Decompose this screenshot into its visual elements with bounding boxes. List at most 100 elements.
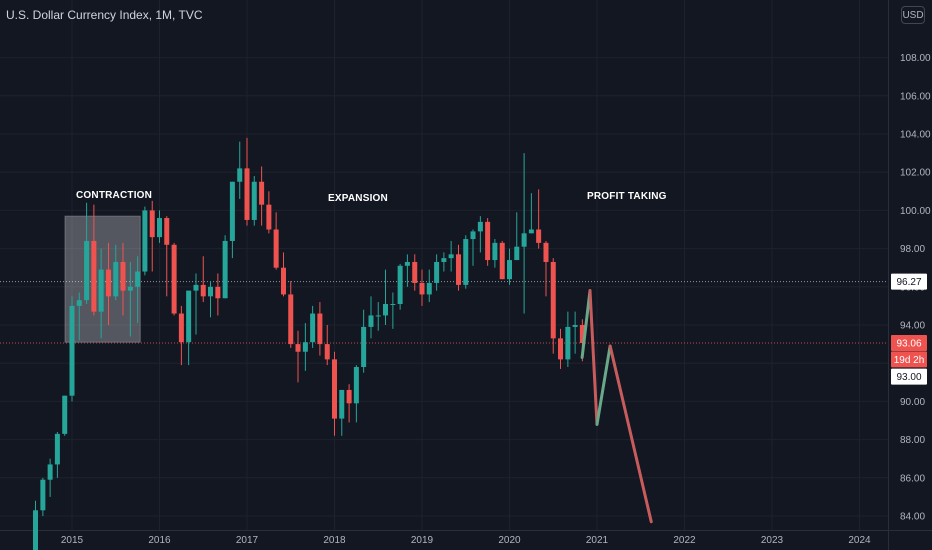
candle-body (397, 265, 403, 304)
candle-body (470, 231, 476, 240)
candle-body (346, 389, 352, 404)
candle (171, 242, 177, 316)
price-tick-label: 84.00 (900, 512, 925, 523)
candle (368, 296, 374, 339)
candle-body (455, 254, 461, 285)
candle (178, 305, 184, 366)
candle-body (98, 269, 104, 312)
price-badge-bg (891, 351, 927, 368)
candle-body (135, 271, 141, 287)
candle-body (84, 240, 90, 301)
candle-body (477, 221, 483, 232)
candle (434, 254, 440, 291)
candle (346, 384, 352, 423)
profit-taking-label: PROFIT TAKING (587, 191, 667, 202)
price-tick-label: 98.00 (900, 244, 925, 255)
price-tick-label: 94.00 (900, 321, 925, 332)
candle (419, 269, 425, 306)
candle (565, 311, 571, 368)
candle (339, 389, 345, 436)
currency-button[interactable]: USD (901, 6, 925, 24)
price-tick-label: 104.00 (900, 130, 931, 141)
candle (54, 431, 60, 478)
price-badge-label: 93.00 (896, 372, 921, 383)
candle-body (572, 325, 578, 327)
candle (120, 242, 126, 316)
candle (244, 137, 250, 226)
candle-body (419, 282, 425, 295)
price-badge-bg (891, 334, 927, 351)
projection-segment (595, 344, 612, 426)
candle-body (368, 315, 374, 327)
candle-body (266, 204, 272, 230)
candle-body (434, 261, 440, 283)
candle-body (222, 240, 228, 299)
candle-body (295, 344, 301, 352)
candle (514, 212, 520, 261)
candle-body (47, 464, 53, 480)
candle (302, 323, 308, 371)
candle (455, 244, 461, 291)
candle (528, 193, 534, 234)
candle (200, 256, 206, 303)
candle-body (404, 261, 410, 266)
candle (193, 273, 199, 335)
price-tick-label: 106.00 (900, 91, 931, 102)
candle (237, 141, 243, 199)
candle (69, 296, 75, 402)
time-axis[interactable]: 2015 2016 2017 2018 2019 2020 2021 2022 2023 2024 (61, 535, 871, 546)
projection-path (580, 289, 653, 524)
candle-body (208, 286, 214, 297)
candle (98, 248, 104, 339)
candle (572, 311, 578, 354)
time-tick-label: 2015 (61, 535, 84, 546)
candle (84, 202, 90, 304)
candle (448, 240, 454, 272)
time-tick-label: 2020 (498, 535, 521, 546)
candle-body (310, 313, 316, 343)
candle (485, 218, 491, 266)
candle-body (69, 305, 75, 396)
candle (215, 273, 221, 316)
price-tick-label: 90.00 (900, 397, 925, 408)
candle-body (550, 261, 556, 339)
expansion-label: EXPANSION (328, 193, 388, 204)
candle-body (178, 313, 184, 343)
candle-body (485, 221, 491, 261)
candle-body (565, 326, 571, 360)
candle (91, 204, 97, 316)
candle (361, 309, 367, 373)
candle-body (91, 240, 97, 312)
time-tick-label: 2016 (148, 535, 171, 546)
candle (135, 256, 141, 324)
candle-body (499, 242, 505, 280)
price-level-lines (0, 281, 888, 344)
price-badge-bg (891, 368, 927, 385)
candle-body (521, 233, 527, 247)
candle-body (127, 286, 133, 291)
candle (142, 206, 148, 276)
candle-body (62, 395, 68, 434)
projection-segment (608, 344, 653, 524)
candle-body (164, 218, 170, 245)
candle-body (54, 433, 60, 465)
candle-body (273, 229, 279, 268)
candle-body (149, 210, 155, 238)
candle-body (288, 294, 294, 345)
candle-body (317, 313, 323, 345)
candle-body (558, 338, 564, 360)
price-tick-label: 86.00 (900, 473, 925, 484)
candle-body (324, 344, 330, 360)
candle-body (186, 290, 192, 343)
candle (62, 395, 68, 436)
candle-body (259, 181, 265, 205)
candle-body (251, 181, 257, 220)
candle-body (193, 284, 199, 291)
candle (310, 305, 316, 348)
candle (383, 269, 389, 325)
candle (33, 500, 39, 550)
price-badge-label: 96.27 (896, 277, 921, 288)
candle-body (536, 229, 542, 243)
